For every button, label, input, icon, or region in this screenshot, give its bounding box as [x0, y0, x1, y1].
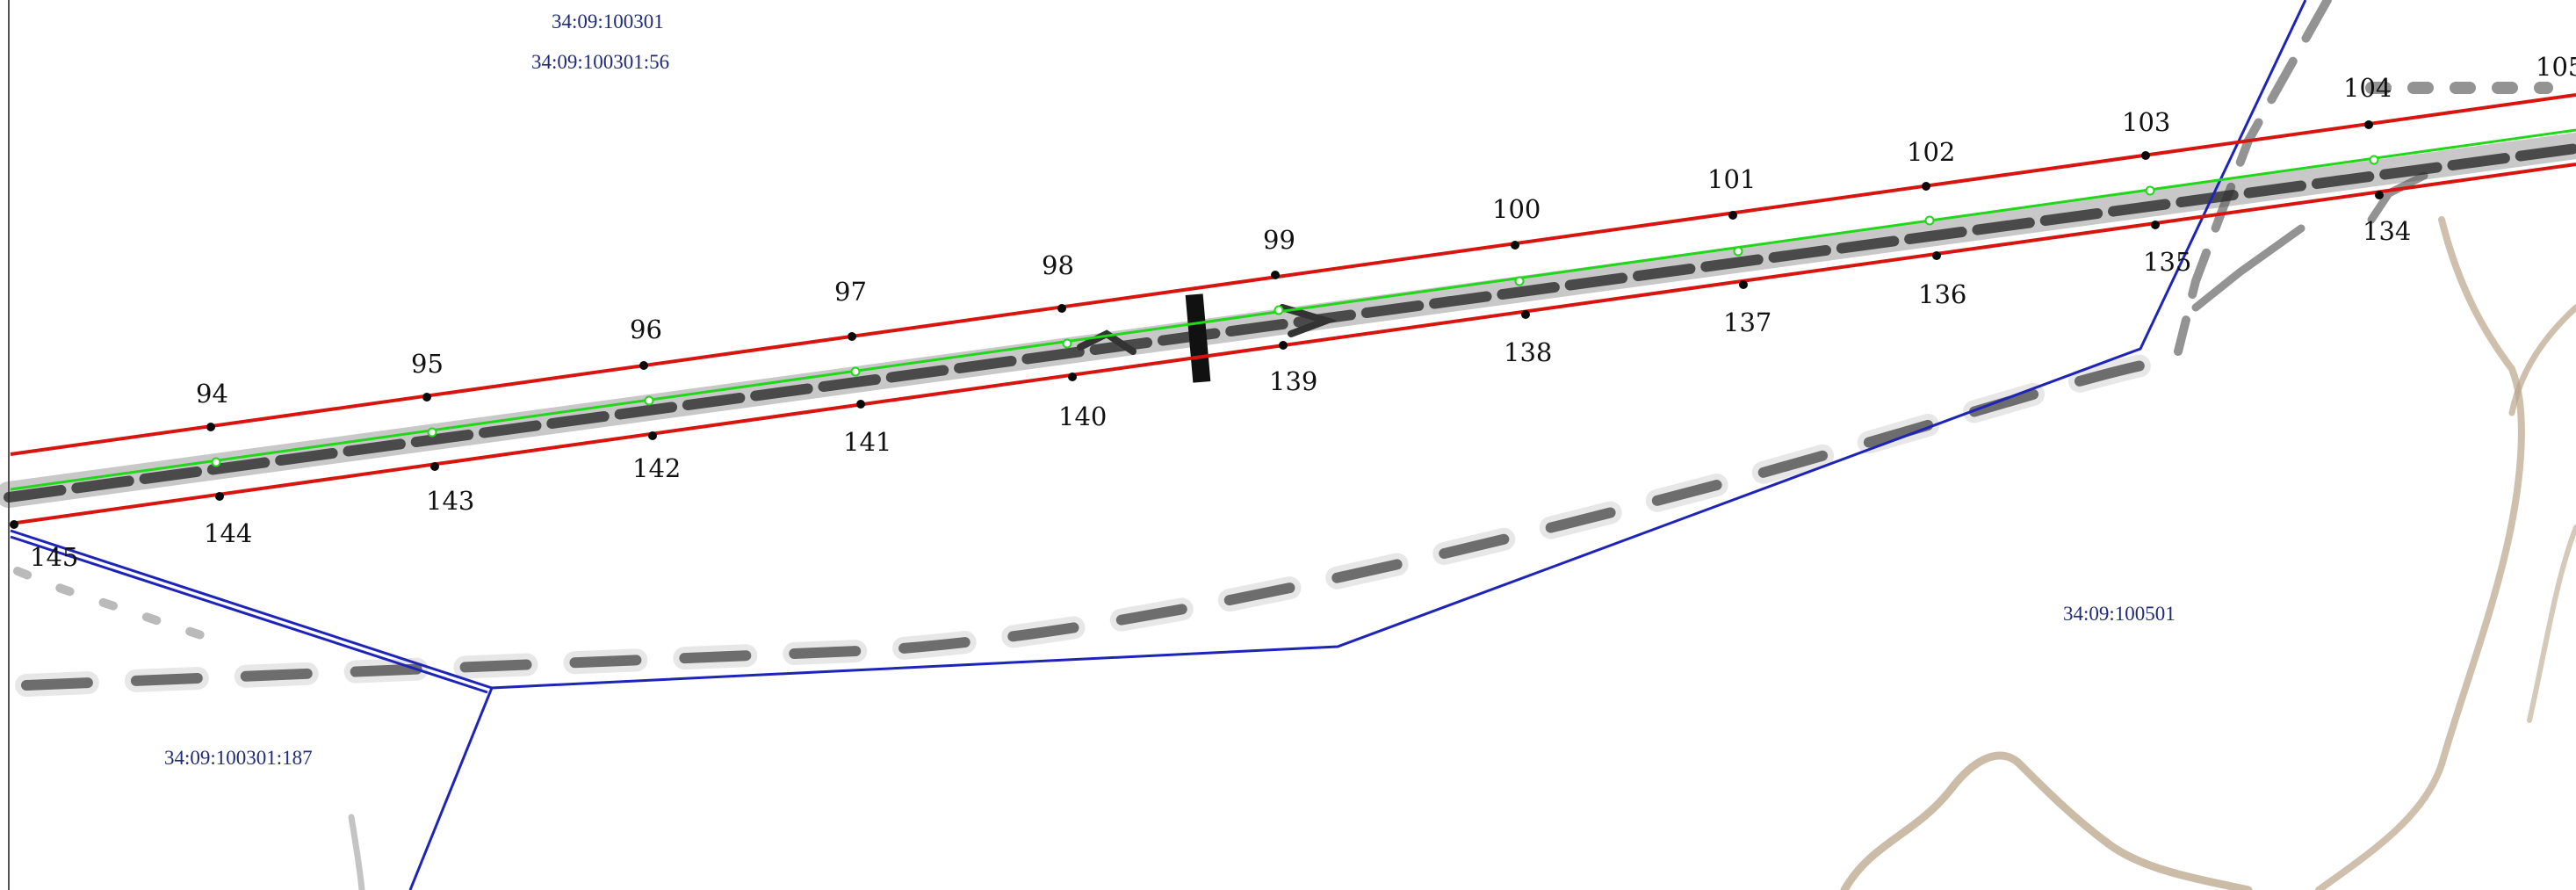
point-label-136: 136 [1918, 279, 1966, 309]
point-label-100: 100 [1492, 194, 1541, 224]
contour-line [2315, 216, 2525, 890]
point-label-101: 101 [1707, 164, 1756, 194]
point-label-94: 94 [196, 379, 228, 409]
centerline-vertex [2145, 185, 2155, 196]
point-label-140: 140 [1058, 402, 1107, 431]
rail-switch [1077, 329, 1136, 355]
parcel-boundary-line [10, 529, 493, 690]
side-road [2367, 171, 2428, 224]
parcel-boundary-line [10, 535, 488, 694]
point-label-99: 99 [1263, 225, 1295, 255]
contour-line [1840, 751, 2253, 890]
upper-boundary-point [1922, 182, 1930, 191]
dashed-track [21, 355, 2175, 691]
lower-boundary-point [430, 462, 439, 471]
lower-boundary-point [2375, 191, 2384, 199]
cadastral-parcel-label: 34:09:100301:56 [531, 51, 669, 73]
parcel-boundaries [10, 0, 2307, 890]
upper-boundary-point [1511, 241, 1519, 250]
upper-boundary-point [1728, 211, 1737, 220]
railway-crossing-marker [1185, 293, 1211, 383]
point-label-95: 95 [411, 349, 444, 379]
lower-boundary-point [1932, 251, 1941, 260]
rail-switch [1279, 304, 1338, 337]
lower-boundary-point [10, 520, 18, 529]
lower-boundary-point [856, 400, 865, 409]
contour-line [2508, 304, 2576, 416]
point-label-138: 138 [1504, 337, 1552, 367]
point-label-96: 96 [630, 315, 662, 344]
lower-boundary-point [215, 492, 224, 501]
lower-boundary-point [1739, 280, 1748, 289]
upper-boundary-point [848, 332, 856, 341]
point-label-137: 137 [1723, 308, 1771, 337]
point-label-143: 143 [426, 486, 474, 516]
cadastral-quarter-label: 34:09:100301 [552, 11, 664, 33]
point-labels: 94 95 96 97 98 99 100 101 102 103 104 10… [30, 52, 2576, 572]
rail-track [4, 143, 2576, 503]
point-label-139: 139 [1269, 366, 1317, 396]
centerline-vertex [1274, 305, 1284, 315]
centerline-vertex [2369, 155, 2379, 165]
point-label-142: 142 [632, 453, 681, 483]
point-label-105: 105 [2536, 52, 2576, 82]
centerline-vertex [644, 395, 654, 406]
upper-boundary-point [2364, 120, 2373, 129]
parcel-boundary-line [408, 0, 2307, 890]
dotted-track [13, 567, 224, 646]
cadastral-quarter-label: 34:09:100501 [2063, 603, 2176, 625]
side-road [2191, 224, 2305, 312]
upper-boundary-point [206, 423, 215, 431]
point-label-103: 103 [2122, 107, 2170, 137]
upper-boundary-point [1057, 304, 1066, 313]
centerline-vertex [1514, 276, 1525, 286]
boundary-points [10, 120, 2384, 529]
point-label-102: 102 [1907, 137, 1955, 167]
cadastral-parcel-label: 34:09:100301:187 [164, 747, 313, 769]
centerline-vertices [211, 155, 2379, 467]
side-road [2174, 0, 2332, 356]
point-label-135: 135 [2143, 247, 2191, 277]
relief-contours [348, 216, 2576, 890]
centerline-vertex [211, 457, 221, 467]
centerline-vertex [427, 427, 437, 438]
point-label-104: 104 [2343, 73, 2392, 103]
point-label-98: 98 [1042, 250, 1074, 280]
cadastral-number-labels: 34:09:100301 34:09:100301:56 34:09:10030… [164, 11, 2176, 769]
upper-boundary-point [639, 361, 648, 370]
centerline-vertex [1733, 246, 1743, 257]
point-label-144: 144 [204, 518, 252, 548]
centerline-vertex [1924, 215, 1935, 226]
upper-boundary-point [1271, 271, 1280, 279]
contour-line [2527, 525, 2576, 723]
contour-line [348, 814, 365, 890]
centerline-vertex [850, 366, 861, 377]
upper-boundary-point [422, 393, 431, 402]
point-label-97: 97 [834, 277, 867, 307]
point-label-141: 141 [843, 427, 891, 457]
lower-boundary-point [1279, 341, 1288, 350]
lower-boundary-point [648, 431, 657, 440]
railway-corridor [0, 133, 2576, 508]
centerline-vertex [1062, 338, 1072, 349]
lower-boundary-point [1521, 310, 1530, 319]
lower-boundary-point [1068, 373, 1077, 381]
dashed-track-shadow [15, 349, 2181, 697]
upper-boundary-point [2141, 151, 2150, 160]
point-label-145: 145 [30, 542, 78, 572]
dirt-road-track [13, 0, 2553, 697]
point-label-134: 134 [2363, 216, 2411, 246]
lower-boundary-point [2151, 221, 2160, 229]
